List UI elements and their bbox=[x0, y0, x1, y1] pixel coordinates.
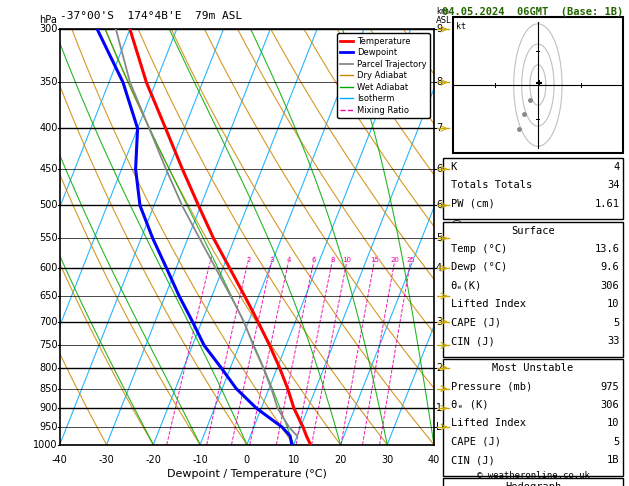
Bar bbox=[443, 478, 623, 486]
Text: 5: 5 bbox=[436, 233, 442, 243]
Text: 33: 33 bbox=[607, 336, 620, 347]
Text: 30: 30 bbox=[381, 455, 393, 465]
Text: 2: 2 bbox=[246, 257, 250, 262]
Text: 550: 550 bbox=[39, 233, 58, 243]
Text: 800: 800 bbox=[40, 363, 58, 373]
Text: 975: 975 bbox=[601, 382, 620, 392]
Text: 10: 10 bbox=[287, 455, 300, 465]
Text: 300: 300 bbox=[40, 24, 58, 34]
Text: -10: -10 bbox=[192, 455, 208, 465]
Text: θₑ (K): θₑ (K) bbox=[450, 400, 488, 410]
Text: -30: -30 bbox=[99, 455, 114, 465]
Text: 8: 8 bbox=[436, 77, 442, 87]
Text: 4: 4 bbox=[287, 257, 291, 262]
Text: 3: 3 bbox=[269, 257, 274, 262]
Text: 10: 10 bbox=[607, 418, 620, 429]
Text: 20: 20 bbox=[334, 455, 347, 465]
Text: CIN (J): CIN (J) bbox=[450, 455, 494, 466]
Text: CAPE (J): CAPE (J) bbox=[450, 437, 501, 447]
Text: 850: 850 bbox=[40, 383, 58, 394]
Text: θₑ(K): θₑ(K) bbox=[450, 281, 482, 291]
Text: CIN (J): CIN (J) bbox=[450, 336, 494, 347]
Text: 1000: 1000 bbox=[33, 440, 58, 450]
Bar bbox=[443, 158, 623, 219]
Text: Lifted Index: Lifted Index bbox=[450, 418, 526, 429]
Text: 4: 4 bbox=[436, 263, 442, 274]
Text: 1.61: 1.61 bbox=[594, 199, 620, 209]
Text: 6: 6 bbox=[436, 200, 442, 210]
Text: 8: 8 bbox=[330, 257, 335, 262]
Text: LCL: LCL bbox=[436, 422, 454, 432]
Text: 400: 400 bbox=[40, 123, 58, 134]
Bar bbox=[443, 359, 623, 476]
Text: 5: 5 bbox=[613, 437, 620, 447]
Text: 6: 6 bbox=[436, 164, 442, 174]
Text: kt: kt bbox=[457, 22, 466, 31]
Text: 7: 7 bbox=[436, 123, 442, 134]
Text: 15: 15 bbox=[370, 257, 379, 262]
Text: km
ASL: km ASL bbox=[436, 7, 452, 25]
Text: Most Unstable: Most Unstable bbox=[493, 363, 574, 373]
Text: 950: 950 bbox=[40, 422, 58, 432]
Text: 40: 40 bbox=[428, 455, 440, 465]
Text: 306: 306 bbox=[601, 281, 620, 291]
Text: 9.6: 9.6 bbox=[601, 262, 620, 273]
Text: 25: 25 bbox=[406, 257, 415, 262]
Text: 2: 2 bbox=[436, 363, 442, 373]
Bar bbox=[452, 17, 623, 153]
Text: 04.05.2024  06GMT  (Base: 1B): 04.05.2024 06GMT (Base: 1B) bbox=[442, 7, 624, 17]
Text: 1: 1 bbox=[208, 257, 213, 262]
Text: K: K bbox=[450, 162, 457, 172]
Text: 5: 5 bbox=[613, 318, 620, 328]
Text: 0: 0 bbox=[244, 455, 250, 465]
Text: 750: 750 bbox=[39, 340, 58, 350]
Text: 900: 900 bbox=[40, 403, 58, 413]
Text: Dewpoint / Temperature (°C): Dewpoint / Temperature (°C) bbox=[167, 469, 327, 479]
Text: 9: 9 bbox=[436, 24, 442, 34]
Text: hPa: hPa bbox=[39, 15, 57, 25]
Text: Lifted Index: Lifted Index bbox=[450, 299, 526, 310]
Text: Temp (°C): Temp (°C) bbox=[450, 244, 507, 254]
Text: 13.6: 13.6 bbox=[594, 244, 620, 254]
Text: 20: 20 bbox=[391, 257, 399, 262]
Text: CAPE (J): CAPE (J) bbox=[450, 318, 501, 328]
Text: Totals Totals: Totals Totals bbox=[450, 180, 532, 191]
Text: 3: 3 bbox=[436, 316, 442, 327]
Legend: Temperature, Dewpoint, Parcel Trajectory, Dry Adiabat, Wet Adiabat, Isotherm, Mi: Temperature, Dewpoint, Parcel Trajectory… bbox=[337, 34, 430, 118]
Text: Surface: Surface bbox=[511, 226, 555, 236]
Text: Mixing Ratio (g/kg): Mixing Ratio (g/kg) bbox=[454, 218, 463, 297]
Text: 700: 700 bbox=[40, 316, 58, 327]
Text: 1B: 1B bbox=[607, 455, 620, 466]
Text: 650: 650 bbox=[40, 291, 58, 301]
Text: 4: 4 bbox=[613, 162, 620, 172]
Text: PW (cm): PW (cm) bbox=[450, 199, 494, 209]
Text: -20: -20 bbox=[145, 455, 161, 465]
Text: 306: 306 bbox=[601, 400, 620, 410]
Text: 600: 600 bbox=[40, 263, 58, 274]
Text: -40: -40 bbox=[52, 455, 68, 465]
Text: 34: 34 bbox=[607, 180, 620, 191]
Text: Dewp (°C): Dewp (°C) bbox=[450, 262, 507, 273]
Text: 450: 450 bbox=[40, 164, 58, 174]
Text: Pressure (mb): Pressure (mb) bbox=[450, 382, 532, 392]
Text: 10: 10 bbox=[343, 257, 352, 262]
Text: © weatheronline.co.uk: © weatheronline.co.uk bbox=[477, 471, 589, 480]
Text: 10: 10 bbox=[607, 299, 620, 310]
Text: -37°00'S  174°4B'E  79m ASL: -37°00'S 174°4B'E 79m ASL bbox=[60, 11, 242, 21]
Text: Hodograph: Hodograph bbox=[505, 482, 561, 486]
Text: 500: 500 bbox=[40, 200, 58, 210]
Text: 350: 350 bbox=[40, 77, 58, 87]
Bar bbox=[443, 222, 623, 357]
Text: 1: 1 bbox=[436, 403, 442, 413]
Text: 6: 6 bbox=[312, 257, 316, 262]
